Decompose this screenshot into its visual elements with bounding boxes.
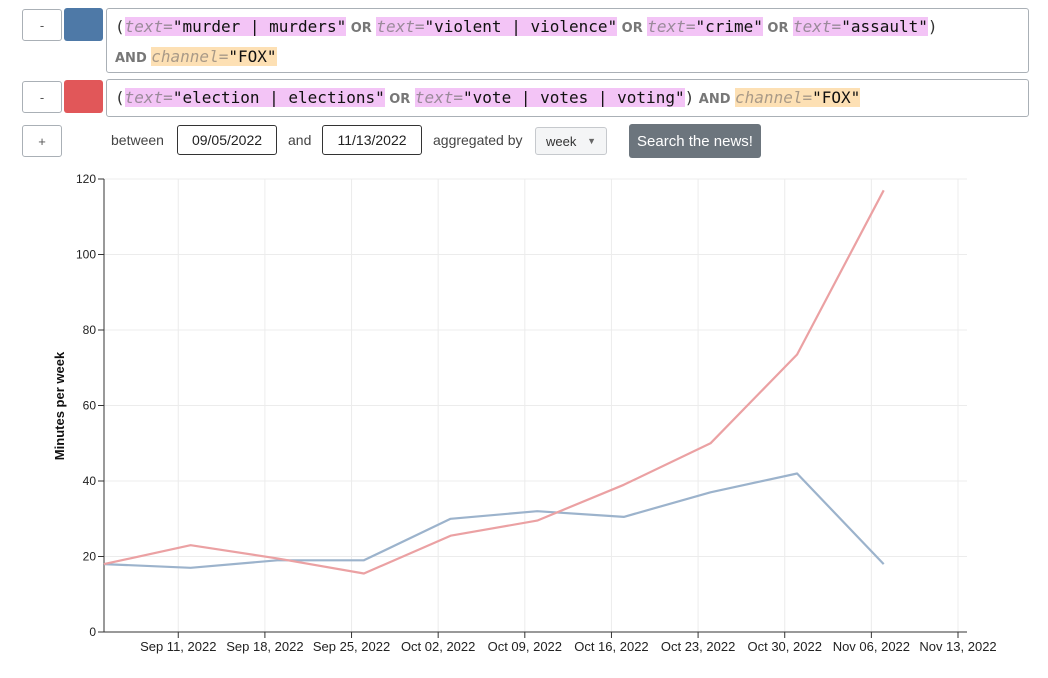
x-tick-label: Oct 30, 2022	[747, 639, 821, 654]
query-1-token: )	[927, 17, 938, 36]
query-2-token: text=	[414, 88, 464, 107]
query-1-token: AND	[115, 51, 152, 66]
query-2-input[interactable]: (text="election | elections" OR text="vo…	[106, 79, 1029, 117]
x-tick-label: Nov 13, 2022	[919, 639, 996, 654]
query-1-token: text=	[376, 17, 425, 36]
query-2-token: text=	[124, 88, 173, 107]
query-2-token: channel=	[735, 88, 813, 107]
y-tick-label: 120	[76, 172, 96, 186]
chart-axes: 0 20 40 60 80 100 120 Sep 11, 2022 Sep 18, 2022 S…	[76, 172, 997, 654]
y-axis-label: Minutes per week	[52, 351, 67, 460]
aggregated-by-label: aggregated by	[433, 132, 523, 148]
y-tick-label: 80	[83, 323, 97, 337]
y-tick-label: 40	[83, 474, 97, 488]
query-1-token: (	[115, 17, 125, 36]
query-2-token: "vote | votes | voting"	[463, 88, 685, 107]
query-1-token: "violent | violence"	[424, 17, 618, 36]
add-query-button[interactable]: +	[22, 125, 62, 157]
line-chart: 0 20 40 60 80 100 120 Sep 11, 2022 Sep 18, 2022 S…	[52, 172, 997, 654]
query-1-input[interactable]: (text="murder | murders" OR text="violen…	[106, 8, 1029, 73]
query-1-token: "FOX"	[228, 47, 277, 66]
query-1-token: channel=	[151, 47, 229, 66]
end-date-input[interactable]: 11/13/2022	[322, 125, 422, 155]
query-2-token: "election | elections"	[172, 88, 385, 107]
query-1-token: text=	[124, 17, 173, 36]
chart-grid	[104, 178, 967, 632]
x-tick-label: Oct 09, 2022	[488, 639, 562, 654]
aggregation-select[interactable]: week ▼	[535, 127, 607, 155]
query-1-token: OR	[617, 21, 648, 36]
query-1-token: "murder | murders"	[172, 17, 347, 36]
aggregation-value: week	[546, 133, 577, 149]
query-1-token: text=	[647, 17, 696, 36]
y-tick-label: 100	[76, 248, 96, 262]
series-1-line	[103, 472, 885, 569]
remove-query-2-button[interactable]: -	[22, 81, 62, 113]
x-tick-label: Nov 06, 2022	[833, 639, 910, 654]
query-2-token: AND	[694, 92, 736, 107]
remove-query-1-button[interactable]: -	[22, 9, 62, 41]
query-2-token: (	[115, 88, 125, 107]
series-2-line	[103, 189, 885, 575]
x-tick-label: Sep 11, 2022	[140, 639, 216, 654]
y-tick-label: 0	[89, 625, 96, 639]
x-tick-label: Sep 18, 2022	[226, 639, 303, 654]
x-tick-label: Oct 02, 2022	[401, 639, 475, 654]
start-date-input[interactable]: 09/05/2022	[177, 125, 277, 155]
query-2-token: )	[684, 88, 695, 107]
query-1-token: OR	[762, 21, 794, 36]
query-1-token: text=	[793, 17, 842, 36]
search-news-button[interactable]: Search the news!	[629, 124, 761, 158]
query-1-color-swatch[interactable]	[64, 8, 103, 41]
x-tick-label: Oct 23, 2022	[661, 639, 735, 654]
between-label: between	[111, 132, 164, 148]
x-tick-label: Sep 25, 2022	[313, 639, 390, 654]
and-label: and	[288, 132, 312, 148]
query-1-token: "assault"	[841, 17, 928, 36]
y-tick-label: 20	[83, 550, 97, 564]
query-1-token: OR	[346, 21, 377, 36]
x-tick-label: Oct 16, 2022	[574, 639, 648, 654]
y-tick-label: 60	[83, 399, 97, 413]
query-2-token: "FOX"	[812, 88, 861, 107]
caret-down-icon: ▼	[587, 136, 596, 146]
chart-series	[103, 189, 885, 575]
query-2-token: OR	[384, 92, 415, 107]
query-1-token: "crime"	[695, 17, 763, 36]
query-2-color-swatch[interactable]	[64, 80, 103, 113]
